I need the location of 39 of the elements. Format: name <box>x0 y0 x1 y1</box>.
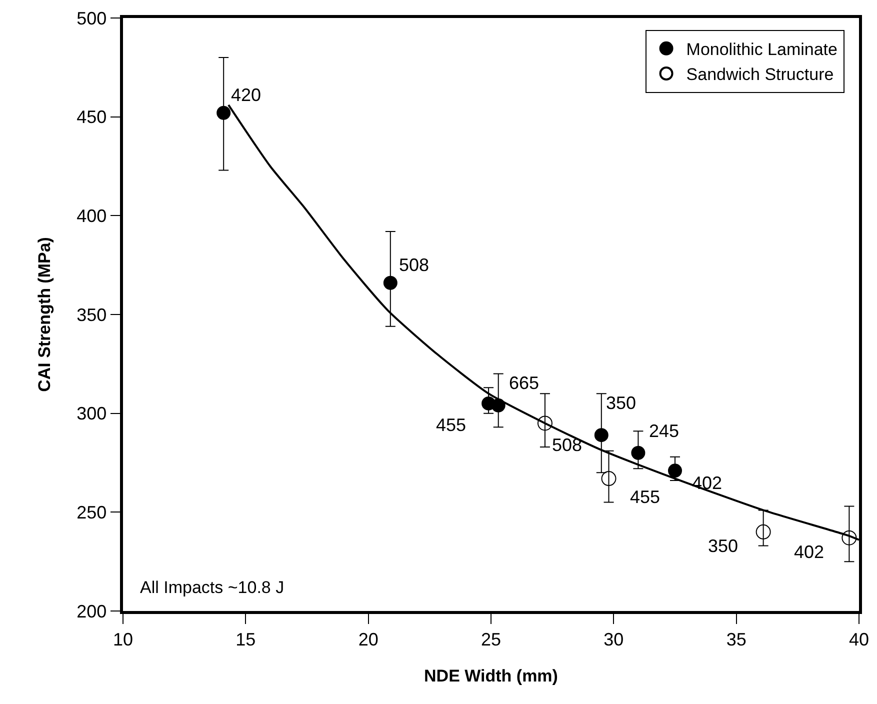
point <box>594 428 608 442</box>
annotation: 508 <box>552 435 582 455</box>
y-axis-title: CAI Strength (MPa) <box>35 237 54 392</box>
point <box>756 524 771 540</box>
point <box>668 464 682 478</box>
y-tick-label: 400 <box>76 206 107 226</box>
x-tick-label: 35 <box>726 629 746 650</box>
point <box>631 446 646 460</box>
legend-label: Monolithic Laminate <box>686 40 838 60</box>
x-tick-label: 30 <box>604 629 624 650</box>
annotation: 402 <box>692 473 722 493</box>
annotation: 350 <box>708 536 738 556</box>
legend-label: Sandwich Structure <box>686 65 834 84</box>
point <box>842 530 857 546</box>
x-tick-label: 40 <box>848 629 870 650</box>
annotation: 455 <box>630 487 660 507</box>
y-tick-label: 200 <box>76 601 107 622</box>
y-tick-label: 450 <box>76 107 107 128</box>
y-tick-label: 250 <box>76 502 107 522</box>
point <box>383 276 398 290</box>
x-tick-label: 10 <box>112 629 134 650</box>
y-tick-label: 350 <box>76 304 107 325</box>
annotation: 508 <box>399 255 430 275</box>
y-tick-label: 500 <box>76 8 107 28</box>
point <box>601 471 616 486</box>
annotation: 245 <box>649 421 680 441</box>
annotation: 420 <box>231 85 262 105</box>
annotation: 402 <box>794 542 824 562</box>
y-tick-label: 300 <box>76 404 107 424</box>
annotation: 350 <box>606 393 636 413</box>
x-tick-label: 25 <box>480 629 502 650</box>
point <box>216 106 231 120</box>
x-tick-label: 15 <box>236 629 256 650</box>
point <box>537 416 552 431</box>
x-tick-label: 20 <box>358 629 378 650</box>
annotation: 665 <box>509 373 540 393</box>
annotation: All Impacts ~10.8 J <box>140 578 284 597</box>
x-axis-title: NDE Width (mm) <box>424 666 558 686</box>
annotation: 455 <box>436 415 466 435</box>
